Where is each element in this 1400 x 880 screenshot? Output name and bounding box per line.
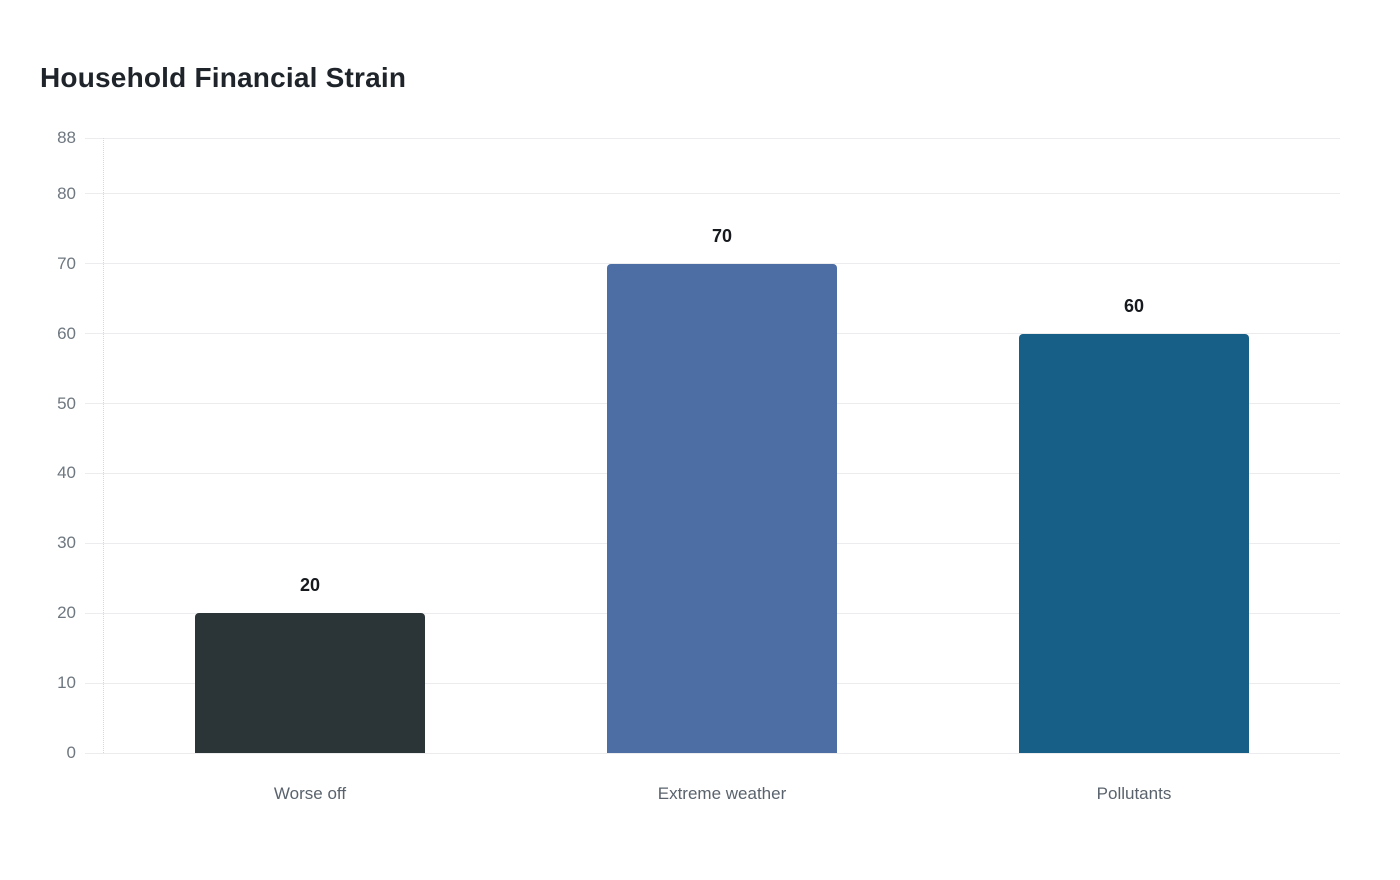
bar-value-label: 70: [711, 225, 733, 246]
y-axis-tick-label: 40: [57, 463, 76, 483]
chart-title: Household Financial Strain: [40, 62, 407, 93]
gridline: [85, 752, 1340, 754]
bar-value-label: 20: [299, 575, 321, 596]
y-axis-tick-label: 0: [66, 743, 76, 762]
y-axis-tick-label: 70: [57, 253, 76, 273]
x-axis-category-label: Pollutants: [1096, 784, 1172, 803]
y-axis-tick-label: 20: [57, 603, 76, 623]
y-axis-tick-label: 50: [57, 393, 76, 413]
y-axis-tick-label: 88: [57, 128, 76, 147]
y-axis-tick-label: 80: [57, 183, 76, 203]
y-axis-tick-label: 30: [57, 533, 76, 553]
gridline: [85, 193, 1340, 195]
x-axis-category-label: Extreme weather: [657, 784, 787, 803]
y-axis-line: [103, 138, 104, 753]
bar-worse-off[interactable]: [195, 613, 425, 753]
gridline: [85, 137, 1340, 139]
bar-extreme-weather[interactable]: [607, 263, 837, 753]
bar-pollutants[interactable]: [1019, 333, 1249, 753]
y-axis-tick-label: 10: [57, 673, 76, 693]
x-axis-category-label: Worse off: [273, 784, 347, 803]
y-axis-tick-label: 60: [57, 323, 76, 343]
bar-value-label: 60: [1123, 295, 1145, 316]
